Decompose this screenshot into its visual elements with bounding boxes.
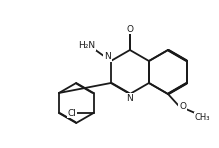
- Text: Cl: Cl: [68, 108, 76, 118]
- Text: O: O: [179, 102, 186, 111]
- Text: H₂N: H₂N: [78, 41, 95, 50]
- Text: CH₃: CH₃: [194, 113, 210, 122]
- Text: O: O: [126, 25, 133, 33]
- Text: N: N: [127, 94, 133, 103]
- Text: N: N: [104, 52, 111, 61]
